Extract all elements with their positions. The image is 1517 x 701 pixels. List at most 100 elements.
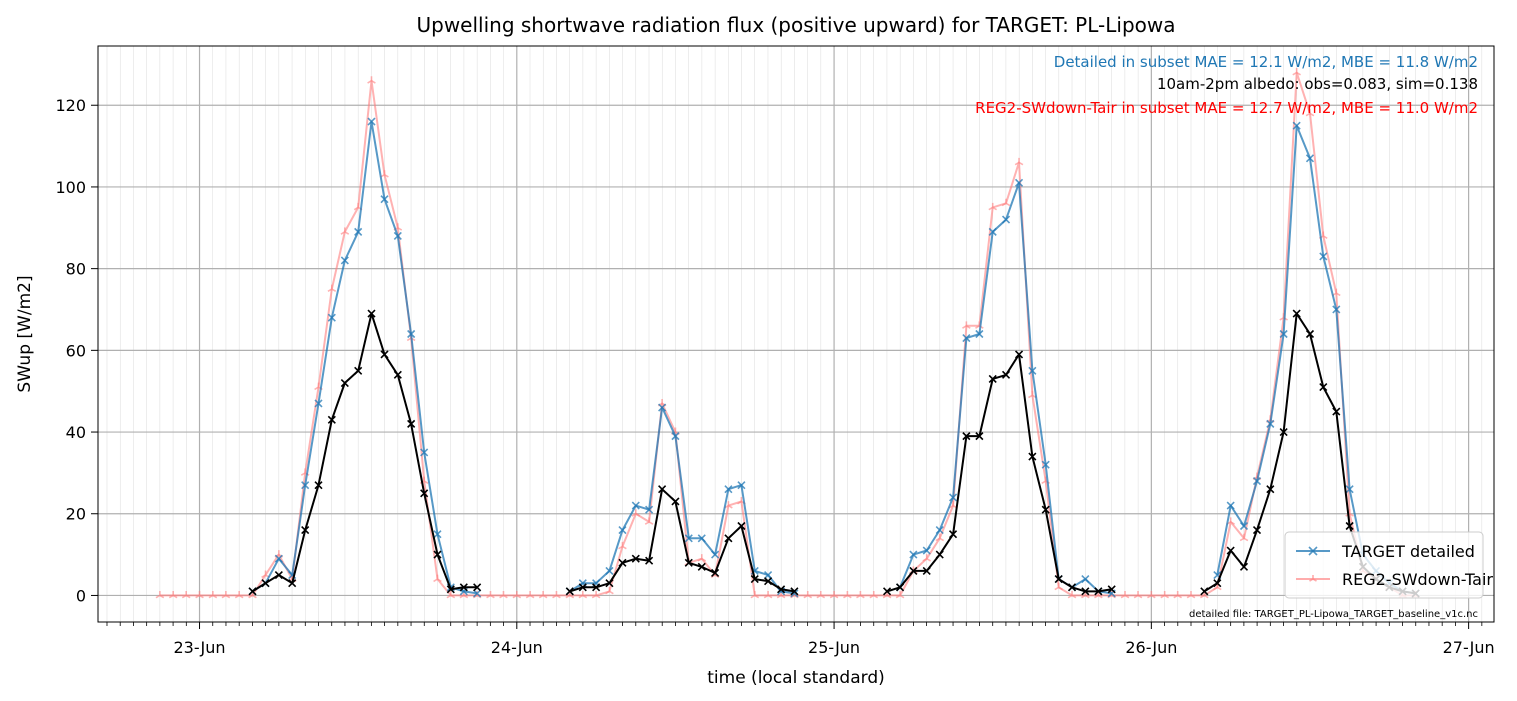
data-point-reg2: [221, 590, 231, 599]
data-point-obs: [354, 366, 363, 375]
data-point-detailed: [340, 256, 349, 265]
data-point-reg2: [922, 554, 932, 562]
y-tick-label: 60: [66, 341, 86, 360]
data-point-reg2: [195, 590, 204, 599]
data-point-obs: [248, 587, 257, 596]
legend-label-reg2: REG2-SWdown-Tair: [1342, 570, 1493, 589]
data-point-detailed: [473, 589, 482, 598]
data-point-obs: [1292, 309, 1301, 318]
data-point-obs: [1041, 505, 1050, 514]
data-point-reg2: [1160, 590, 1169, 599]
y-tick-label: 0: [76, 586, 86, 605]
data-point-reg2: [1147, 590, 1156, 599]
data-point-reg2: [591, 590, 601, 599]
data-point-reg2: [1239, 533, 1249, 542]
data-point-obs: [1319, 383, 1328, 392]
data-point-detailed: [420, 448, 429, 457]
data-point-detailed: [1292, 121, 1301, 130]
data-point-reg2: [895, 590, 905, 599]
data-point-reg2: [1133, 590, 1143, 599]
data-point-obs: [1279, 427, 1288, 437]
data-point-detailed: [327, 313, 336, 322]
x-tick-label: 25-Jun: [808, 638, 860, 657]
annotation-albedo: 10am-2pm albedo: obs=0.083, sim=0.138: [1157, 75, 1478, 93]
x-tick-label: 26-Jun: [1125, 638, 1177, 657]
data-point-obs: [367, 309, 376, 318]
data-point-detailed: [711, 550, 720, 559]
data-point-reg2: [962, 321, 971, 329]
data-point-reg2: [578, 590, 588, 599]
data-point-reg2: [856, 590, 865, 599]
data-point-detailed: [631, 501, 640, 510]
data-point-reg2: [750, 590, 760, 599]
data-point-obs: [1200, 587, 1209, 596]
data-point-detailed: [1239, 521, 1249, 531]
data-point-detailed: [1081, 575, 1090, 584]
data-point-obs: [1028, 452, 1037, 461]
data-point-obs: [1226, 546, 1235, 555]
data-point-obs: [288, 579, 297, 588]
data-point-reg2: [168, 590, 178, 599]
data-point-obs: [1239, 562, 1249, 571]
data-point-detailed: [1014, 178, 1024, 187]
data-point-reg2: [1173, 590, 1182, 599]
data-point-reg2: [155, 590, 165, 599]
data-point-detailed: [301, 481, 310, 490]
data-point-obs: [1014, 350, 1024, 359]
y-tick-label: 120: [55, 96, 86, 115]
data-point-obs: [645, 556, 654, 565]
data-point-obs: [711, 568, 720, 578]
data-point-detailed: [922, 546, 931, 555]
data-point-obs: [433, 550, 442, 559]
data-point-detailed: [367, 117, 376, 126]
chart-title: Upwelling shortwave radiation flux (posi…: [416, 13, 1175, 37]
data-point-reg2: [988, 202, 998, 211]
data-point-detailed: [684, 534, 693, 543]
data-point-reg2: [631, 509, 641, 517]
data-point-obs: [314, 481, 323, 490]
data-point-obs: [1107, 585, 1116, 594]
data-point-obs: [1266, 485, 1275, 494]
data-point-obs: [882, 587, 892, 596]
data-point-obs: [909, 566, 918, 576]
data-point-reg2: [605, 586, 614, 595]
data-point-reg2: [181, 590, 191, 599]
data-point-detailed: [975, 329, 984, 339]
data-point-obs: [301, 526, 310, 535]
data-point-detailed: [1028, 366, 1037, 375]
series-obs: [248, 309, 1420, 598]
data-point-obs: [895, 583, 905, 592]
data-point-obs: [737, 521, 746, 531]
data-point-obs: [407, 419, 416, 428]
data-point-obs: [790, 587, 799, 596]
data-point-obs: [684, 558, 693, 567]
data-point-reg2: [1067, 590, 1077, 599]
legend-box: [1284, 531, 1484, 599]
data-point-detailed: [433, 530, 442, 539]
data-point-reg2: [618, 541, 627, 550]
plot-frame: [97, 45, 1495, 623]
data-point-obs: [935, 550, 944, 559]
data-point-obs: [605, 579, 614, 588]
data-point-obs: [658, 485, 667, 494]
data-point-detailed: [274, 554, 283, 563]
data-point-obs: [420, 489, 429, 498]
data-point-obs: [473, 583, 482, 592]
data-point-reg2: [1305, 108, 1315, 117]
x-axis-ticks: 23-Jun 24-Jun 25-Jun 26-Jun 27-Jun: [106, 622, 1495, 657]
data-point-obs: [1081, 587, 1090, 596]
data-point-detailed: [909, 550, 918, 559]
data-point-detailed: [605, 566, 614, 576]
data-point-detailed: [697, 534, 706, 543]
annotation-detailed-stats: Detailed in subset MAE = 12.1 W/m2, MBE …: [1054, 53, 1478, 71]
data-point-obs: [1213, 579, 1222, 588]
data-point-detailed: [380, 195, 389, 204]
y-axis-ticks: 0 20 40 60 80 100 120: [55, 96, 98, 605]
y-tick-label: 20: [66, 505, 86, 524]
data-point-detailed: [1305, 154, 1315, 163]
x-tick-label: 27-Jun: [1443, 638, 1495, 657]
data-point-reg2: [829, 590, 839, 599]
y-axis-label: SWup [W/m2]: [15, 275, 35, 392]
data-point-reg2: [327, 284, 337, 293]
